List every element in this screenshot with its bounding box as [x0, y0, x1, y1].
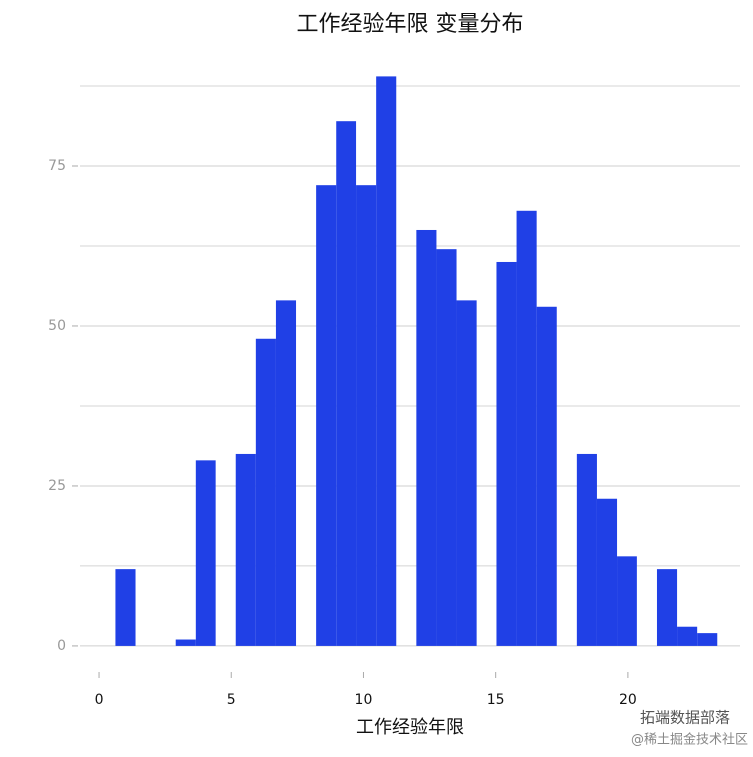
- x-tick-label: 5: [227, 692, 236, 708]
- bar: [336, 121, 357, 646]
- bar: [356, 185, 377, 646]
- x-tick-label: 0: [95, 692, 104, 708]
- watermark: @稀土掘金技术社区: [631, 732, 748, 748]
- bar: [496, 261, 517, 646]
- bar: [195, 460, 216, 646]
- bar: [677, 626, 698, 646]
- bar: [436, 249, 457, 646]
- bar: [175, 639, 196, 646]
- bar: [416, 229, 437, 646]
- bar: [376, 76, 397, 646]
- bar: [456, 300, 477, 646]
- x-tick-label: 10: [355, 692, 373, 708]
- bar: [235, 453, 256, 646]
- watermark: 拓端数据部落: [640, 709, 730, 727]
- bar: [656, 569, 678, 646]
- x-tick-label: 15: [487, 692, 505, 708]
- y-tick-label: 50: [48, 318, 66, 334]
- bar: [596, 498, 618, 646]
- bar: [576, 453, 597, 646]
- bar: [316, 185, 337, 646]
- bar: [275, 300, 297, 646]
- y-tick-label: 0: [57, 638, 66, 654]
- y-tick-label: 25: [48, 478, 66, 494]
- bar: [115, 569, 136, 646]
- bar: [697, 633, 718, 646]
- y-tick-label: 75: [48, 158, 66, 174]
- bar: [516, 210, 537, 646]
- bar: [255, 338, 276, 646]
- bar: [536, 306, 557, 646]
- x-axis-label: 工作经验年限: [356, 717, 464, 738]
- bar: [617, 556, 637, 646]
- chart-title: 工作经验年限 变量分布: [297, 12, 524, 37]
- x-tick-label: 20: [619, 692, 637, 708]
